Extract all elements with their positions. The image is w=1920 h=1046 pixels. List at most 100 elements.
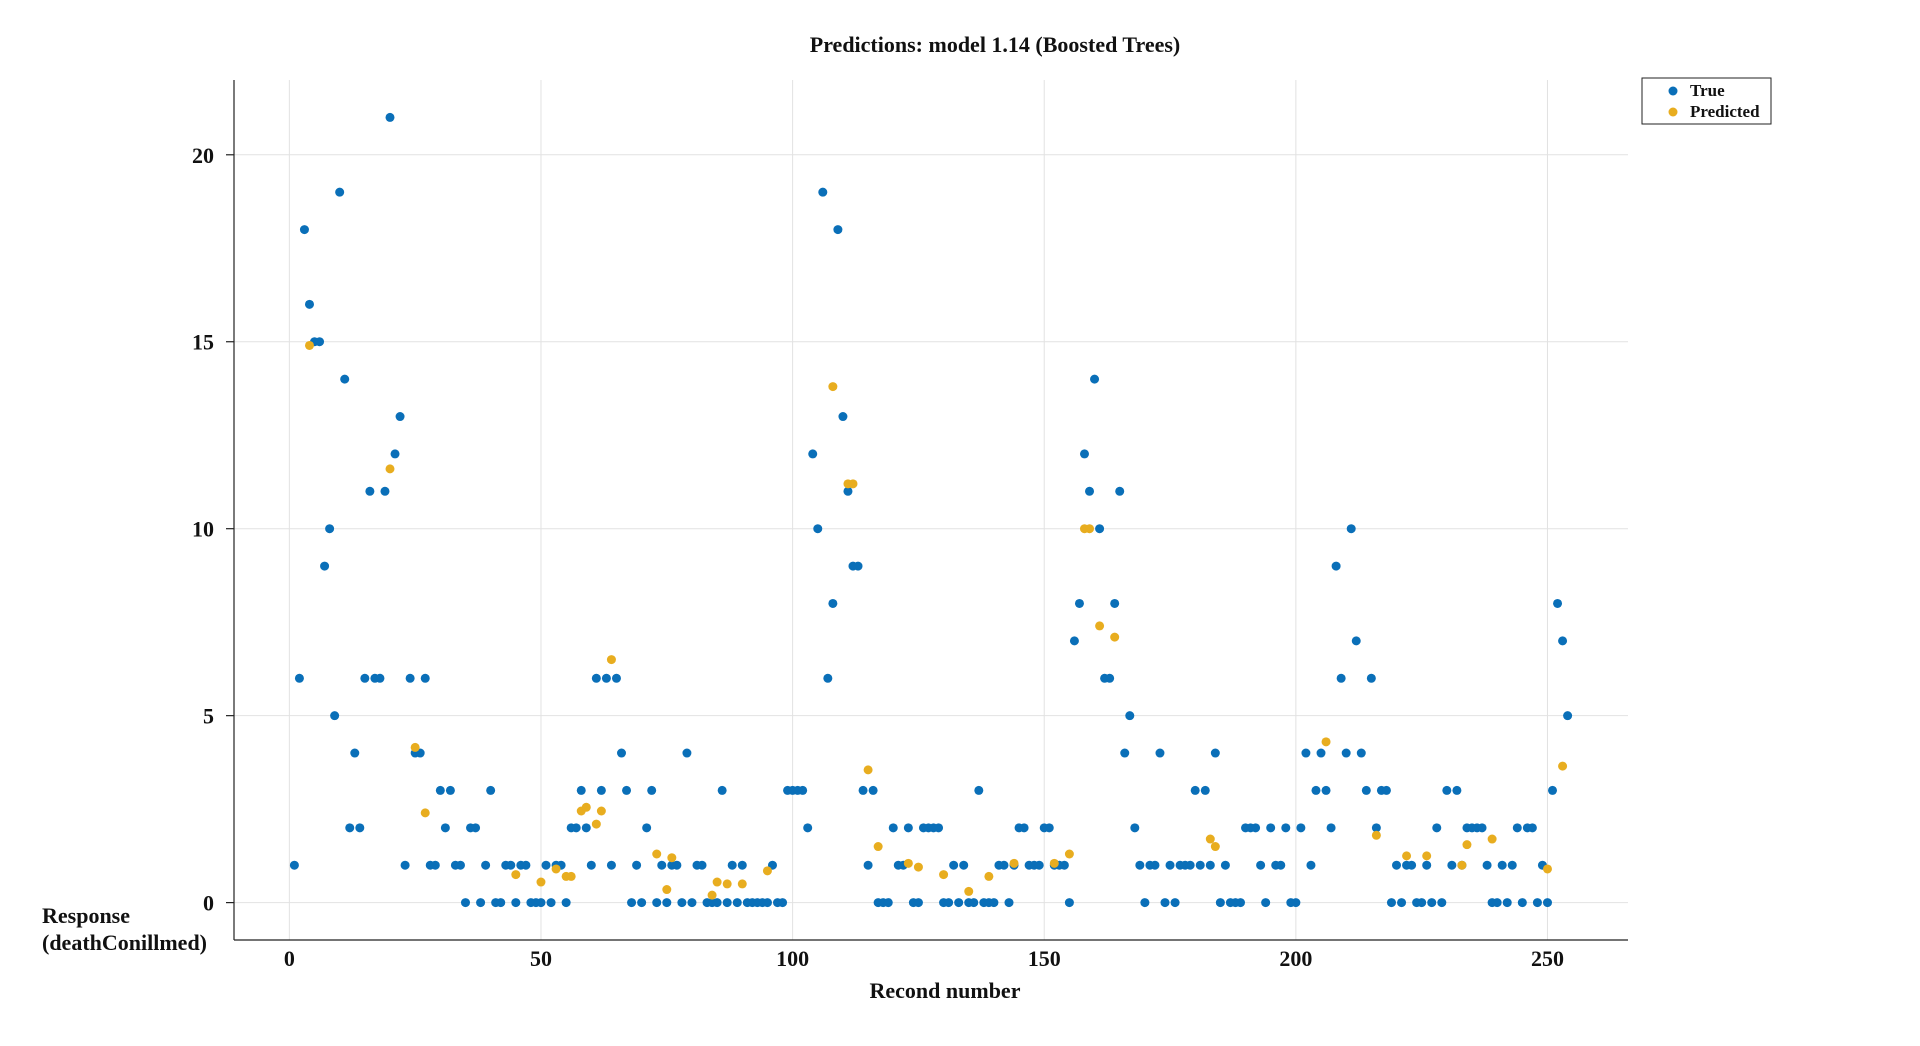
point-true [294,673,304,683]
point-true [1074,598,1084,608]
y-tick-label: 20 [192,143,214,168]
point-true [289,860,299,870]
point-true [1497,860,1507,870]
point-true [506,860,516,870]
point-predicted [1210,842,1220,852]
point-true [385,112,395,122]
point-predicted [712,877,722,887]
point-true [460,898,470,908]
tick-labels: 0 50 100 150 200 250 0 5 10 15 20 [192,143,1564,971]
point-true [1361,785,1371,795]
point-true [1195,860,1205,870]
point-true [1215,898,1225,908]
point-true [571,823,581,833]
point-predicted [737,879,747,889]
point-true [1301,748,1311,758]
legend: True Predicted [1641,77,1772,125]
point-true [299,225,309,235]
point-true [617,748,627,758]
point-true [657,860,667,870]
grid-lines [234,80,1628,940]
point-true [360,673,370,683]
point-true [304,299,314,309]
point-true [1125,711,1135,721]
y-tick-label: 0 [203,891,214,916]
point-true [445,785,455,795]
point-true [697,860,707,870]
point-true [511,898,521,908]
point-true [1311,785,1321,795]
point-true [1386,898,1396,908]
point-true [1281,823,1291,833]
point-true [395,412,405,422]
point-true [1095,524,1105,534]
point-true [1477,823,1487,833]
point-true [677,898,687,908]
point-predicted [903,858,913,868]
point-true [903,823,913,833]
point-predicted [511,870,521,880]
point-true [1548,785,1558,795]
point-true [1296,823,1306,833]
point-true [365,486,375,496]
point-predicted [1205,834,1215,844]
point-true [1417,898,1427,908]
point-true [536,898,546,908]
point-true [1190,785,1200,795]
point-true [672,860,682,870]
point-true [420,673,430,683]
point-true [581,823,591,833]
point-predicted [1095,621,1105,631]
point-true [883,898,893,908]
point-true [642,823,652,833]
point-true [561,898,571,908]
point-true [868,785,878,795]
point-predicted [591,819,601,829]
point-true [521,860,531,870]
point-true [662,898,672,908]
point-predicted [1487,834,1497,844]
point-true [1004,898,1014,908]
point-true [455,860,465,870]
point-true [1120,748,1130,758]
point-true [1321,785,1331,795]
point-true [606,860,616,870]
point-true [315,337,325,347]
point-predicted [551,864,561,874]
point-true [1069,636,1079,646]
point-true [913,898,923,908]
point-true [1115,486,1125,496]
point-predicted [1402,851,1412,861]
legend-label-predicted: Predicted [1690,102,1760,121]
point-true [390,449,400,459]
point-true [1160,898,1170,908]
point-true [541,860,551,870]
point-predicted [1085,524,1095,534]
point-true [1371,823,1381,833]
point-true [944,898,954,908]
point-predicted [606,655,616,665]
point-predicted [1321,737,1331,747]
point-true [737,860,747,870]
point-true [496,898,506,908]
point-true [1306,860,1316,870]
point-true [798,785,808,795]
point-predicted [1542,864,1552,874]
point-true [330,711,340,721]
point-true [1502,898,1512,908]
point-true [803,823,813,833]
point-true [1291,898,1301,908]
point-true [888,823,898,833]
point-true [1064,898,1074,908]
legend-box [1641,77,1772,125]
x-tick-label: 100 [776,946,809,971]
point-predicted [848,479,858,489]
point-true [627,898,637,908]
point-true [823,673,833,683]
point-predicted [1371,830,1381,840]
point-true [863,860,873,870]
point-true [476,898,486,908]
point-predicted [1064,849,1074,859]
point-true [1170,898,1180,908]
